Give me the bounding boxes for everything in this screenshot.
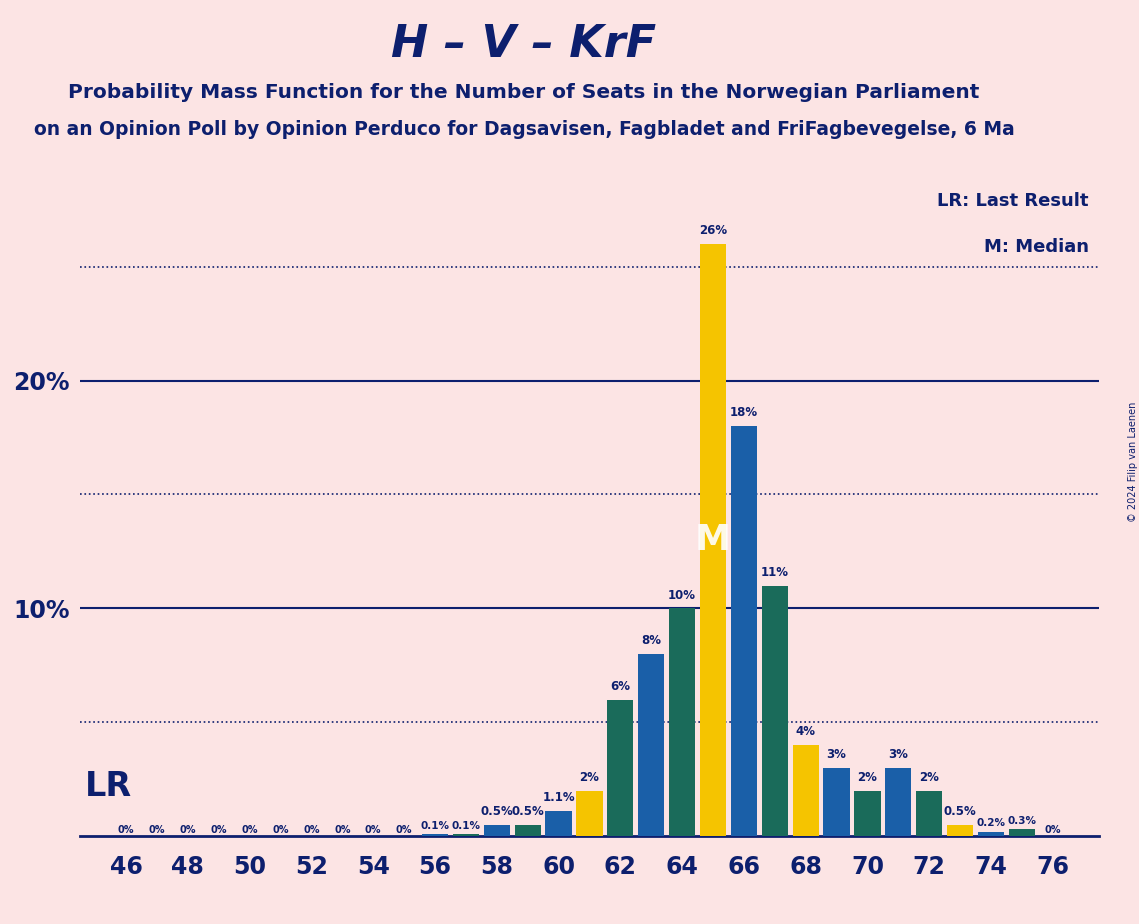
Bar bbox=[484, 825, 510, 836]
Text: 26%: 26% bbox=[699, 224, 727, 237]
Text: 0%: 0% bbox=[364, 825, 382, 835]
Text: 6%: 6% bbox=[611, 680, 630, 693]
Text: 0%: 0% bbox=[334, 825, 351, 835]
Bar bbox=[452, 834, 480, 836]
Bar bbox=[793, 745, 819, 836]
Bar bbox=[669, 608, 695, 836]
Text: 4%: 4% bbox=[796, 725, 816, 738]
Text: 0%: 0% bbox=[303, 825, 320, 835]
Text: 11%: 11% bbox=[761, 565, 789, 578]
Text: 3%: 3% bbox=[827, 748, 846, 761]
Text: 0.3%: 0.3% bbox=[1007, 816, 1036, 826]
Bar bbox=[823, 768, 850, 836]
Bar bbox=[1009, 830, 1035, 836]
Text: 0%: 0% bbox=[396, 825, 412, 835]
Text: 0.1%: 0.1% bbox=[420, 821, 450, 831]
Text: 0.5%: 0.5% bbox=[481, 805, 514, 818]
Bar bbox=[576, 791, 603, 836]
Text: 0%: 0% bbox=[272, 825, 289, 835]
Bar bbox=[638, 654, 664, 836]
Text: 3%: 3% bbox=[888, 748, 908, 761]
Text: on an Opinion Poll by Opinion Perduco for Dagsavisen, Fagbladet and FriFagbevege: on an Opinion Poll by Opinion Perduco fo… bbox=[33, 120, 1015, 140]
Text: 10%: 10% bbox=[669, 589, 696, 602]
Text: 0.5%: 0.5% bbox=[511, 805, 544, 818]
Text: 2%: 2% bbox=[580, 771, 599, 784]
Bar bbox=[916, 791, 942, 836]
Text: 1.1%: 1.1% bbox=[542, 791, 575, 804]
Bar bbox=[947, 825, 973, 836]
Text: M: M bbox=[695, 523, 731, 557]
Text: M: Median: M: Median bbox=[984, 238, 1089, 256]
Bar bbox=[885, 768, 911, 836]
Text: 2%: 2% bbox=[919, 771, 940, 784]
Bar bbox=[421, 834, 448, 836]
Text: 0%: 0% bbox=[117, 825, 134, 835]
Text: 0%: 0% bbox=[1044, 825, 1062, 835]
Text: 18%: 18% bbox=[730, 407, 757, 419]
Bar bbox=[854, 791, 880, 836]
Text: 0%: 0% bbox=[211, 825, 227, 835]
Text: LR: LR bbox=[84, 771, 132, 803]
Text: © 2024 Filip van Laenen: © 2024 Filip van Laenen bbox=[1129, 402, 1138, 522]
Bar bbox=[978, 832, 1005, 836]
Text: 0.5%: 0.5% bbox=[944, 805, 976, 818]
Text: LR: Last Result: LR: Last Result bbox=[937, 192, 1089, 210]
Text: 0%: 0% bbox=[149, 825, 165, 835]
Bar bbox=[546, 811, 572, 836]
Bar bbox=[731, 426, 757, 836]
Text: 0%: 0% bbox=[241, 825, 257, 835]
Text: 0.2%: 0.2% bbox=[976, 819, 1006, 828]
Bar bbox=[515, 825, 541, 836]
Bar bbox=[762, 586, 788, 836]
Bar bbox=[699, 244, 727, 836]
Text: 2%: 2% bbox=[858, 771, 877, 784]
Text: H – V – KrF: H – V – KrF bbox=[392, 23, 656, 67]
Bar bbox=[607, 699, 633, 836]
Text: 0%: 0% bbox=[180, 825, 196, 835]
Text: Probability Mass Function for the Number of Seats in the Norwegian Parliament: Probability Mass Function for the Number… bbox=[68, 83, 980, 103]
Text: 8%: 8% bbox=[641, 634, 662, 647]
Text: 0.1%: 0.1% bbox=[451, 821, 481, 831]
